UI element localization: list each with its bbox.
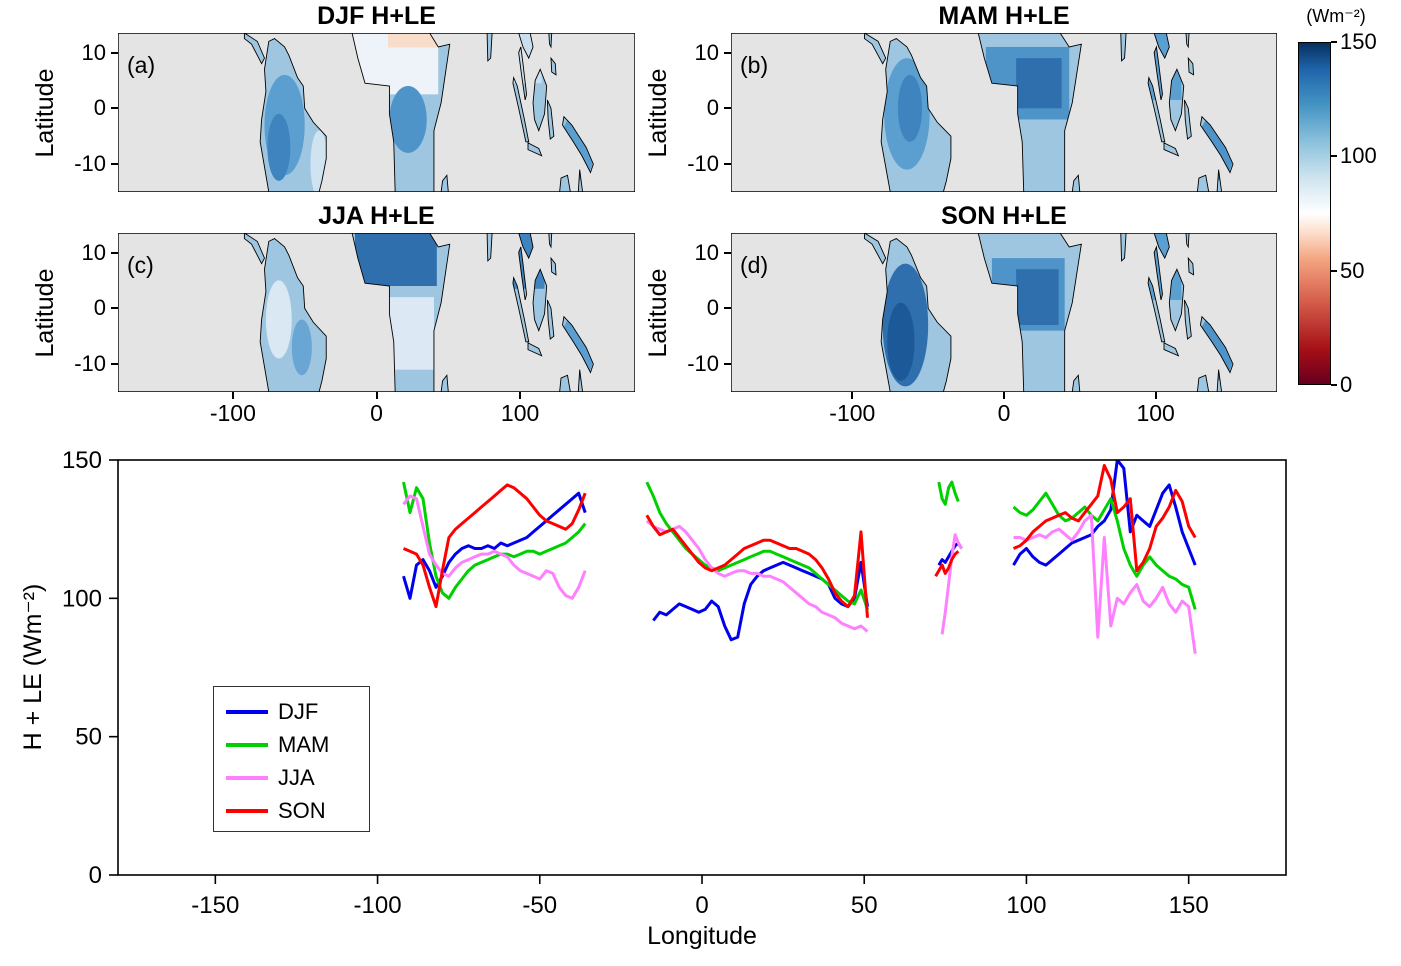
colorbar-tick-mark (1331, 41, 1337, 43)
colorbar-tick-mark (1331, 384, 1337, 386)
map-ytick-label: 0 (706, 295, 719, 321)
map-panel-jja (118, 233, 635, 392)
svg-text:100: 100 (62, 585, 102, 612)
legend-item-son: SON (226, 794, 369, 827)
map-xtick-mark (851, 392, 854, 399)
y-axis-label: H + LE (Wm⁻²) (19, 583, 47, 751)
map-ytick-mark (111, 107, 118, 110)
map-ytick-label: 10 (694, 239, 719, 265)
map-ytick-mark (724, 107, 731, 110)
map-xtick-label: 0 (370, 400, 383, 426)
map-xtick-label: -100 (209, 400, 256, 426)
colorbar-tick-mark (1331, 155, 1337, 158)
panel-d-title: SON H+LE (941, 202, 1067, 230)
map-y-axis-label: Latitude (31, 268, 59, 357)
map-ytick-mark (111, 163, 118, 166)
colorbar-tick-150: 150 (1340, 29, 1377, 54)
legend-label-djf: DJF (278, 698, 319, 724)
svg-text:150: 150 (62, 447, 102, 474)
map-panel-mam (731, 33, 1277, 192)
legend: DJF MAM JJA SON (213, 686, 370, 832)
map-ytick-label: 10 (81, 239, 106, 265)
map-ytick-mark (724, 51, 731, 54)
map-ytick-label: 0 (93, 295, 106, 321)
legend-item-djf: DJF (226, 695, 369, 728)
map-ytick-mark (724, 307, 731, 310)
panel-b-title: MAM H+LE (938, 2, 1070, 30)
x-axis-label: Longitude (647, 922, 757, 950)
legend-item-jja: JJA (226, 761, 369, 794)
map-panel-djf (118, 33, 635, 192)
map-xtick-label: -100 (829, 400, 876, 426)
panel-b-label: (b) (740, 52, 769, 78)
map-xtick-mark (1154, 392, 1157, 399)
map-ytick-label: -10 (74, 151, 106, 177)
svg-text:-150: -150 (191, 892, 239, 919)
map-ytick-label: -10 (687, 351, 719, 377)
svg-text:150: 150 (1169, 892, 1209, 919)
panel-c-label: (c) (127, 252, 154, 278)
jja-line-swatch (226, 775, 268, 780)
colorbar-tick-0: 0 (1340, 372, 1353, 397)
map-y-axis-label: Latitude (644, 68, 672, 157)
map-xtick-label: 100 (1136, 400, 1175, 426)
colorbar-tick-100: 100 (1340, 143, 1377, 168)
panel-d-label: (d) (740, 252, 769, 278)
map-xtick-mark (375, 392, 378, 399)
legend-item-mam: MAM (226, 728, 369, 761)
map-ytick-label: 10 (81, 39, 106, 65)
map-ytick-mark (111, 51, 118, 54)
svg-text:-100: -100 (354, 892, 402, 919)
djf-line-swatch (226, 709, 268, 714)
map-xtick-label: 0 (997, 400, 1011, 426)
colorbar-tick-mark (1331, 269, 1337, 272)
svg-text:100: 100 (1006, 892, 1046, 919)
map-xtick-mark (1003, 392, 1005, 399)
map-xtick-label: 100 (500, 400, 540, 426)
svg-text:-50: -50 (522, 892, 557, 919)
legend-label-son: SON (278, 797, 326, 823)
line-chart: -150 -100 -50 0 50 100 150 0 50 100 150 (0, 445, 1401, 966)
colorbar-title: (Wm⁻²) (1306, 6, 1366, 26)
map-ytick-mark (111, 251, 118, 254)
map-panel-son (731, 233, 1277, 392)
son-line-swatch (226, 808, 268, 813)
legend-label-jja: JJA (278, 764, 315, 790)
panel-a-title: DJF H+LE (317, 2, 436, 30)
svg-text:50: 50 (75, 724, 102, 751)
svg-text:50: 50 (851, 892, 878, 919)
map-xtick-mark (231, 392, 234, 399)
map-ytick-label: 0 (706, 95, 719, 121)
colorbar (1298, 42, 1331, 385)
legend-label-mam: MAM (278, 731, 330, 757)
map-ytick-label: -10 (687, 151, 719, 177)
map-y-axis-label: Latitude (644, 268, 672, 357)
map-y-axis-label: Latitude (31, 68, 59, 157)
svg-text:0: 0 (695, 892, 708, 919)
map-ytick-label: 10 (694, 39, 719, 65)
map-ytick-label: 0 (93, 95, 106, 121)
panel-c-title: JJA H+LE (318, 202, 435, 230)
svg-text:0: 0 (89, 862, 102, 889)
map-ytick-label: -10 (74, 351, 106, 377)
map-ytick-mark (724, 163, 731, 166)
panel-a-label: (a) (127, 52, 156, 78)
map-xtick-mark (519, 392, 522, 399)
colorbar-tick-50: 50 (1340, 258, 1365, 283)
mam-line-swatch (226, 742, 268, 747)
map-ytick-mark (111, 363, 118, 366)
map-ytick-mark (724, 363, 731, 366)
map-ytick-mark (724, 251, 731, 254)
map-ytick-mark (111, 307, 118, 310)
